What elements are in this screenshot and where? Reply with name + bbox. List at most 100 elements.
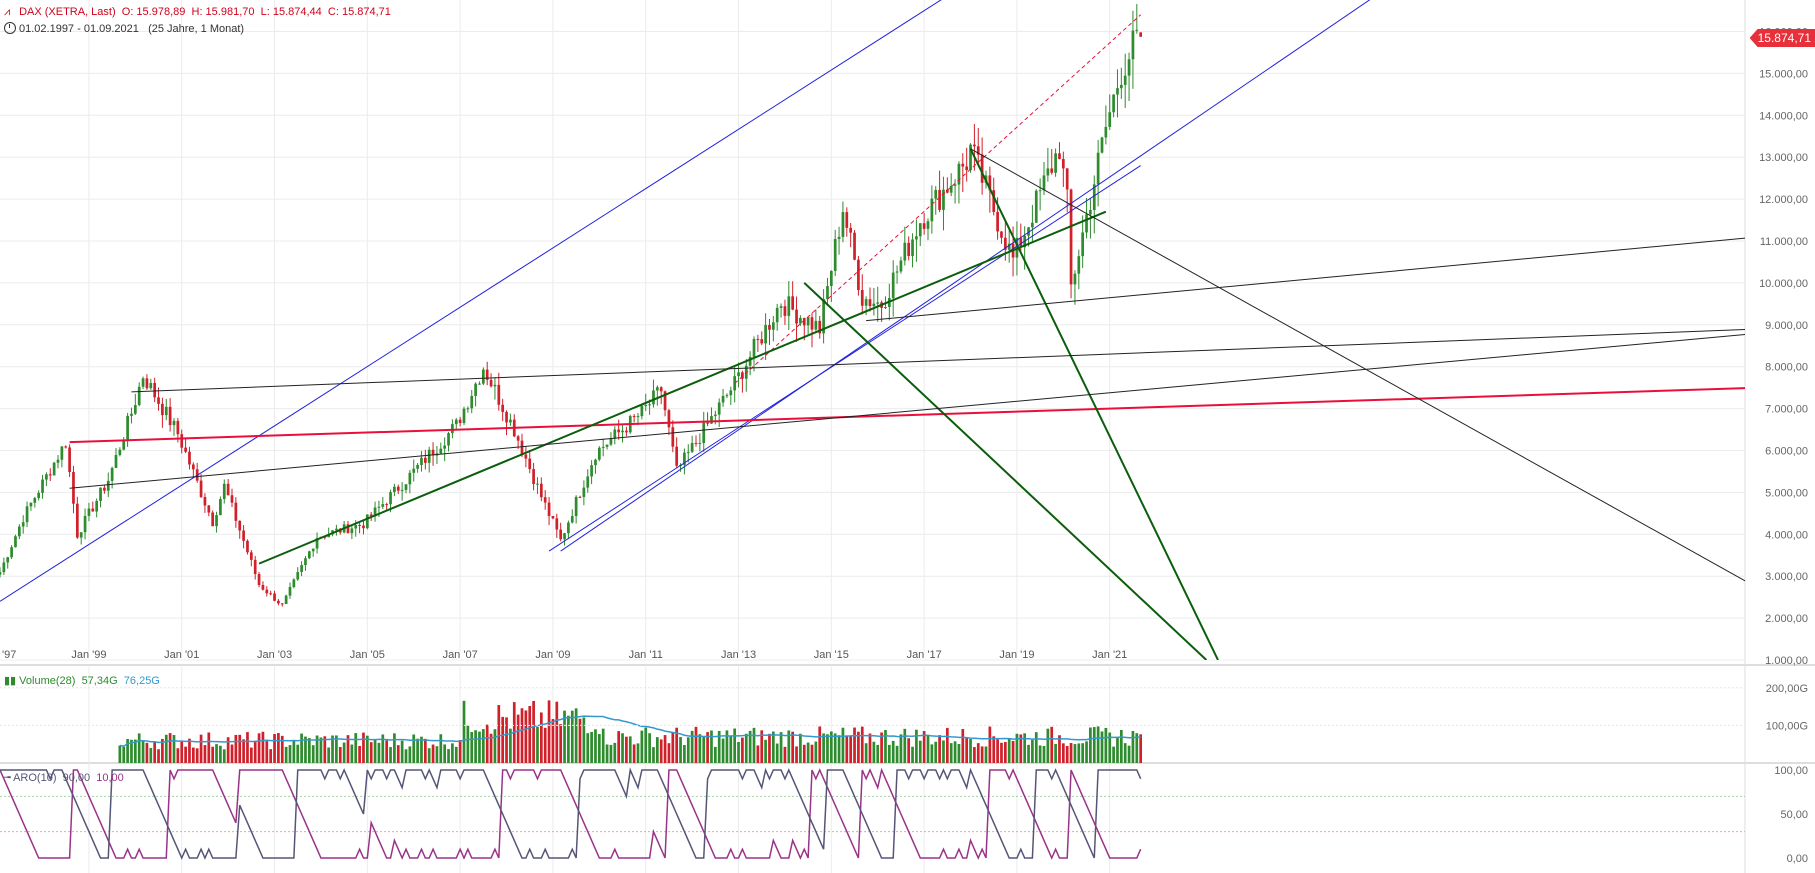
candle-body [706,422,709,424]
volume-layer [0,687,1745,763]
volume-bar [1023,733,1027,763]
candle-body [969,144,972,171]
volume-bar [481,729,485,763]
candle-body [1135,29,1139,31]
candle-body [1007,243,1011,250]
volume-bar [911,746,914,763]
candle-body [346,524,350,534]
candles-layer [0,4,1143,607]
aroon-legend[interactable]: ╼ ARO(10) 90,00 10,00 [4,771,124,784]
candle-body [238,520,242,531]
volume-bar [806,742,810,763]
volume-bar [1077,743,1081,763]
volume-bar [926,734,930,763]
candle-body [377,506,381,508]
volume-bar [690,730,694,763]
candle-body [211,512,215,527]
volume-bar [841,727,845,763]
volume-bar [307,738,311,763]
candle-body [922,223,926,229]
volume-bar [918,740,922,763]
candle-body [976,146,980,155]
volume-bar [327,747,331,763]
volume-bar [818,726,822,763]
candle-body [563,533,566,540]
volume-bar [938,735,941,763]
volume-bar [462,700,466,763]
candle-body [768,325,771,330]
aroon-tick-label: 0,00 [1787,853,1808,865]
volume-bar [362,732,365,763]
candle-body [1050,168,1054,173]
volume-bar [207,732,211,763]
candlestick-icon: ⩘ [4,6,11,18]
volume-value: 57,34G [81,675,118,687]
candle-body [1061,158,1065,169]
candle-body [930,198,934,222]
x-tick-label: Jan '13 [721,649,756,661]
candle-body [744,365,748,379]
candle-body [876,302,880,304]
candle-body [385,504,389,506]
candle-body [350,528,354,534]
volume-bar [737,741,740,763]
candle-body [458,419,462,424]
candle-body [1077,256,1081,274]
volume-bar [551,719,555,763]
candle-body [1046,168,1050,176]
candle-body [667,410,671,428]
volume-bar [741,737,744,763]
volume-bar [396,745,400,763]
candle-body [779,306,783,308]
volume-bar [795,746,798,763]
volume-bar [791,731,795,763]
volume-bar [342,742,346,763]
volume-bar [1046,728,1050,763]
aroon-tick-label: 100,00 [1774,765,1808,777]
candle-body [655,387,659,391]
candle-body [528,458,532,470]
candle-body [1092,184,1096,210]
candle-body [659,387,663,392]
candle-body [21,522,25,527]
volume-tick-label: 200,00G [1766,683,1808,695]
volume-bar [1019,734,1023,763]
symbol-header: ⩘ DAX (XETRA, Last) O: 15.978,89 H: 15.9… [4,6,391,19]
candle-body [551,516,555,519]
volume-bar [702,737,706,763]
volume-bar [814,741,818,763]
x-tick-label: '97 [2,649,16,661]
candle-body [99,487,102,501]
candle-body [590,465,593,477]
volume-bar [404,749,408,763]
volume-bar [853,727,856,763]
volume-bar [625,736,628,763]
candle-body [60,446,64,460]
candle-body [1003,237,1007,250]
candle-body [265,589,269,594]
candle-body [795,309,798,324]
candle-body [864,299,868,306]
volume-bar [230,744,234,763]
candle-body [945,189,949,193]
candle-body [234,502,238,521]
candle-body [33,498,37,503]
volume-bar [412,734,416,763]
candle-body [1034,190,1038,223]
volume-bar [168,733,172,763]
trendlines-layer [0,0,1745,660]
volume-bar [632,744,636,763]
volume-bar [1069,742,1073,763]
volume-bar [431,744,435,763]
x-tick-label: Jan '01 [164,649,199,661]
volume-bar [833,733,837,763]
volume-bar [1089,727,1092,763]
volume-bar [1104,727,1108,763]
volume-bar [191,747,195,763]
candle-body [110,467,114,481]
aroon-up-line [0,767,1142,860]
volume-bar [969,739,972,763]
volume-legend[interactable]: ▮▮ Volume(28) 57,34G 76,25G [4,674,160,687]
candle-body [1058,153,1061,159]
